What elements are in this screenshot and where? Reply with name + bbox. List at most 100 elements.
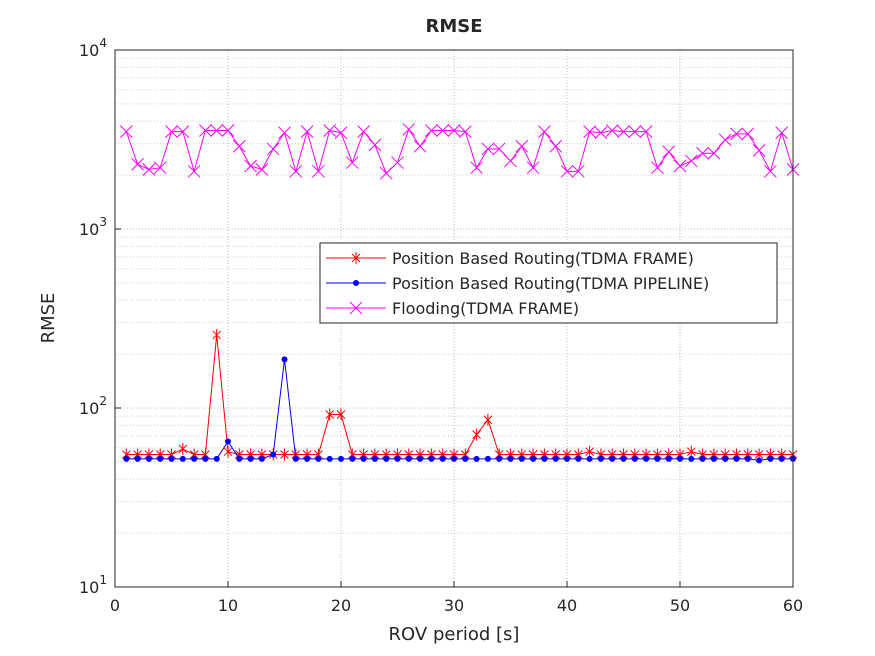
data-point xyxy=(767,455,774,462)
data-point xyxy=(631,455,638,462)
data-point xyxy=(119,125,133,138)
legend: Position Based Routing(TDMA FRAME) Positi… xyxy=(319,242,778,324)
x-tick-label: 30 xyxy=(444,596,464,615)
data-point xyxy=(439,455,446,462)
data-point xyxy=(696,146,709,160)
data-point xyxy=(351,252,361,264)
data-point xyxy=(402,123,416,136)
data-point xyxy=(718,133,732,147)
data-point xyxy=(168,455,175,462)
data-point xyxy=(707,146,721,160)
data-point xyxy=(597,455,604,462)
data-point xyxy=(191,455,198,462)
data-point xyxy=(617,125,630,138)
data-point xyxy=(515,139,529,153)
x-tick-label: 40 xyxy=(557,596,577,615)
data-point xyxy=(609,455,616,462)
data-point xyxy=(157,455,164,462)
data-point xyxy=(507,455,514,462)
data-point xyxy=(639,125,653,138)
data-point xyxy=(752,144,766,157)
data-point xyxy=(323,124,337,137)
legend-label: Flooding(TDMA FRAME) xyxy=(392,299,579,318)
data-point xyxy=(221,124,235,137)
data-point xyxy=(292,455,299,462)
data-point xyxy=(391,156,404,169)
data-point xyxy=(665,455,672,462)
data-point xyxy=(605,124,619,137)
data-point xyxy=(620,455,627,462)
data-point xyxy=(326,455,333,462)
data-point xyxy=(223,445,233,458)
data-point xyxy=(496,455,503,462)
data-point xyxy=(673,159,687,173)
data-point xyxy=(236,455,243,462)
data-point xyxy=(585,445,594,458)
data-point xyxy=(484,455,491,462)
data-point xyxy=(447,124,461,137)
data-point xyxy=(371,455,378,462)
data-point xyxy=(357,125,370,138)
data-point xyxy=(483,413,493,426)
data-point xyxy=(394,455,401,462)
data-point xyxy=(179,455,186,462)
data-point xyxy=(518,455,525,462)
data-point xyxy=(688,455,695,462)
data-point xyxy=(710,455,717,462)
data-point xyxy=(684,154,698,168)
data-point xyxy=(686,445,696,458)
data-point xyxy=(472,428,481,441)
data-point xyxy=(775,126,789,140)
data-point xyxy=(586,455,593,462)
data-point xyxy=(300,125,314,138)
legend-box xyxy=(319,242,778,324)
data-point xyxy=(428,455,435,462)
legend-label: Position Based Routing(TDMA FRAME) xyxy=(392,249,694,268)
x-tick-label: 60 xyxy=(783,596,803,615)
data-point xyxy=(643,455,650,462)
data-point xyxy=(549,139,563,153)
data-point xyxy=(583,125,596,138)
data-point xyxy=(458,125,472,138)
data-point xyxy=(289,164,303,178)
data-point xyxy=(199,124,212,137)
data-point xyxy=(176,125,190,138)
data-point xyxy=(232,139,246,153)
data-point xyxy=(778,455,785,462)
data-point xyxy=(312,164,325,178)
data-point xyxy=(744,455,751,462)
data-point xyxy=(187,164,201,178)
data-point xyxy=(462,455,469,462)
data-point xyxy=(733,455,740,462)
data-point xyxy=(538,125,551,138)
data-point xyxy=(212,328,222,341)
data-point xyxy=(383,455,390,462)
data-point xyxy=(405,455,412,462)
data-point xyxy=(131,157,144,171)
x-tick-label: 50 xyxy=(670,596,690,615)
data-point xyxy=(349,301,363,315)
data-point xyxy=(202,455,209,462)
data-point xyxy=(345,156,359,169)
data-point xyxy=(530,455,537,462)
data-point xyxy=(255,163,269,176)
data-point xyxy=(278,126,291,140)
data-point xyxy=(699,455,706,462)
data-point xyxy=(142,163,156,176)
data-point xyxy=(730,127,743,141)
data-point xyxy=(677,455,683,462)
y-tick-label: 103 xyxy=(79,215,107,239)
data-point xyxy=(353,280,359,286)
legend-label: Position Based Routing(TDMA PIPELINE) xyxy=(392,274,709,293)
data-point xyxy=(436,124,450,137)
series-line xyxy=(126,334,793,455)
data-point xyxy=(134,455,141,462)
data-point xyxy=(722,455,729,462)
data-point xyxy=(575,455,582,462)
data-point xyxy=(349,455,356,462)
data-point xyxy=(492,142,506,156)
plot xyxy=(119,123,800,464)
data-point xyxy=(564,455,570,462)
data-point xyxy=(178,443,188,456)
data-point xyxy=(541,455,548,462)
